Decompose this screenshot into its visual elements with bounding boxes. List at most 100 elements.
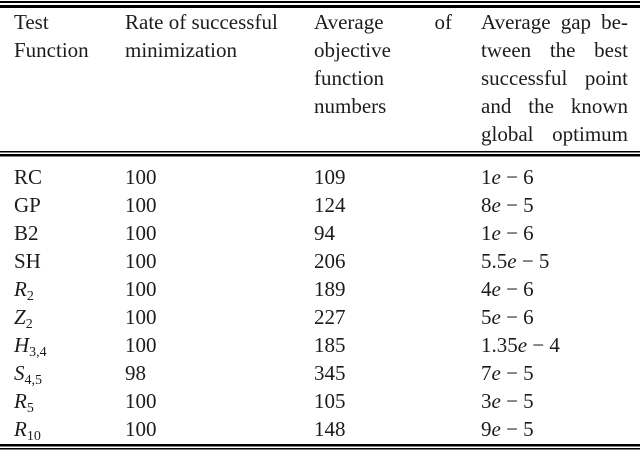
function-symbol: SH [14,249,41,273]
test-function-name: RC [14,163,42,191]
table-row: B2 100 94 1e − 6 [0,219,640,247]
function-subscript: 2 [26,289,34,304]
gap-e-symbol: e [507,249,517,273]
function-symbol: RC [14,165,43,189]
function-symbol: R [14,389,27,413]
gap-mantissa: 4 [481,277,492,301]
header-col-test-function: Test Function [14,8,118,64]
gap-mantissa: 7 [481,361,492,385]
function-symbol: R [14,277,27,301]
gap-value: 1.35e − 4 [481,331,560,359]
header-word: successful [481,66,568,90]
gap-exponent: − 5 [500,193,534,217]
gap-e-symbol: e [491,417,501,441]
header-test-line: Test [14,10,49,34]
avg-objective-value: 94 [314,221,335,245]
gap-e-symbol: e [491,193,501,217]
gap-exponent: − 4 [527,333,560,357]
header-word: objective [314,38,391,62]
gap-exponent: − 5 [500,361,534,385]
header-word: optimum [552,122,628,146]
function-symbol: H [14,333,30,357]
gap-e-symbol: e [491,305,501,329]
table-body: RC 100 109 1e − 6 GP 100 124 8e − 5 B2 100 94 1e − … [0,163,640,444]
gap-mantissa: 1.35 [481,333,518,357]
avg-objective-value: 345 [314,361,346,385]
header-word: point [584,66,628,90]
test-function-name: Z2 [14,303,33,335]
gap-mantissa: 9 [481,417,492,441]
gap-value: 1e − 6 [481,219,534,247]
header-word: the [549,38,576,62]
gap-exponent: − 6 [500,221,534,245]
test-function-name: S4,5 [14,359,42,391]
table-row: R10 100 148 9e − 5 [0,415,640,444]
function-subscript: 5 [26,401,34,416]
header-word: and [481,94,512,118]
header-avg-objective-line: objective [314,36,452,64]
table-top-rule [0,1,640,8]
function-subscript: 2 [25,317,33,332]
function-subscript: 10 [26,429,41,444]
function-symbol: R [14,417,27,441]
rate-value: 100 [125,417,157,441]
header-avg-gap-line: and the known [481,92,628,120]
gap-value: 1e − 6 [481,163,534,191]
header-function-line: Function [14,38,89,62]
test-function-name: R10 [14,415,41,447]
rate-value: 100 [125,221,157,245]
avg-objective-value: 227 [314,305,346,329]
gap-exponent: − 5 [500,389,534,413]
function-symbol: GP [14,193,41,217]
header-word: function [314,66,384,90]
gap-value: 5e − 6 [481,303,534,331]
rate-value: 100 [125,389,157,413]
gap-e-symbol: e [491,389,501,413]
header-avg-objective-line: Average of [314,8,452,36]
header-word: of [434,10,453,34]
gap-value: 8e − 5 [481,191,534,219]
header-avg-objective-line: numbers [314,92,452,120]
header-col-avg-objective: Average of objective function numbers [314,8,452,120]
gap-mantissa: 3 [481,389,492,413]
gap-exponent: − 6 [500,277,534,301]
gap-e-symbol: e [491,277,501,301]
avg-objective-value: 109 [314,165,346,189]
avg-objective-value: 189 [314,277,346,301]
header-col-avg-gap: Average gap be-tween the best successful point… [481,8,628,148]
header-word: the [528,94,554,118]
gap-mantissa: 5.5 [481,249,508,273]
rate-value: 98 [125,361,146,385]
gap-exponent: − 5 [500,417,534,441]
gap-exponent: − 6 [500,305,534,329]
test-function-name: R5 [14,387,34,419]
header-avg-gap-line: global optimum [481,120,628,148]
header-word: gap [560,10,592,34]
test-function-name: R2 [14,275,34,307]
header-word: Average [481,10,551,34]
header-word: tween [481,38,532,62]
function-symbol: S [14,361,25,385]
header-word: global [481,122,534,146]
gap-value: 7e − 5 [481,359,534,387]
header-col-rate: Rate of successful minimization [125,8,310,64]
table-row: R2 100 189 4e − 6 [0,275,640,304]
avg-objective-value: 148 [314,417,346,441]
test-function-name: SH [14,247,41,275]
gap-value: 9e − 5 [481,415,534,443]
table-bottom-rule [0,444,640,450]
table-row: H3,4 100 185 1.35e − 4 [0,331,640,360]
gap-e-symbol: e [491,361,501,385]
function-symbol: B2 [14,221,39,245]
table-row: S4,5 98 345 7e − 5 [0,359,640,388]
avg-objective-value: 206 [314,249,346,273]
test-function-name: H3,4 [14,331,47,363]
rate-value: 100 [125,193,157,217]
gap-exponent: − 5 [516,249,550,273]
gap-value: 4e − 6 [481,275,534,303]
rate-value: 100 [125,249,157,273]
header-word: be- [601,10,628,34]
gap-e-symbol: e [517,333,528,357]
rate-value: 100 [125,305,157,329]
